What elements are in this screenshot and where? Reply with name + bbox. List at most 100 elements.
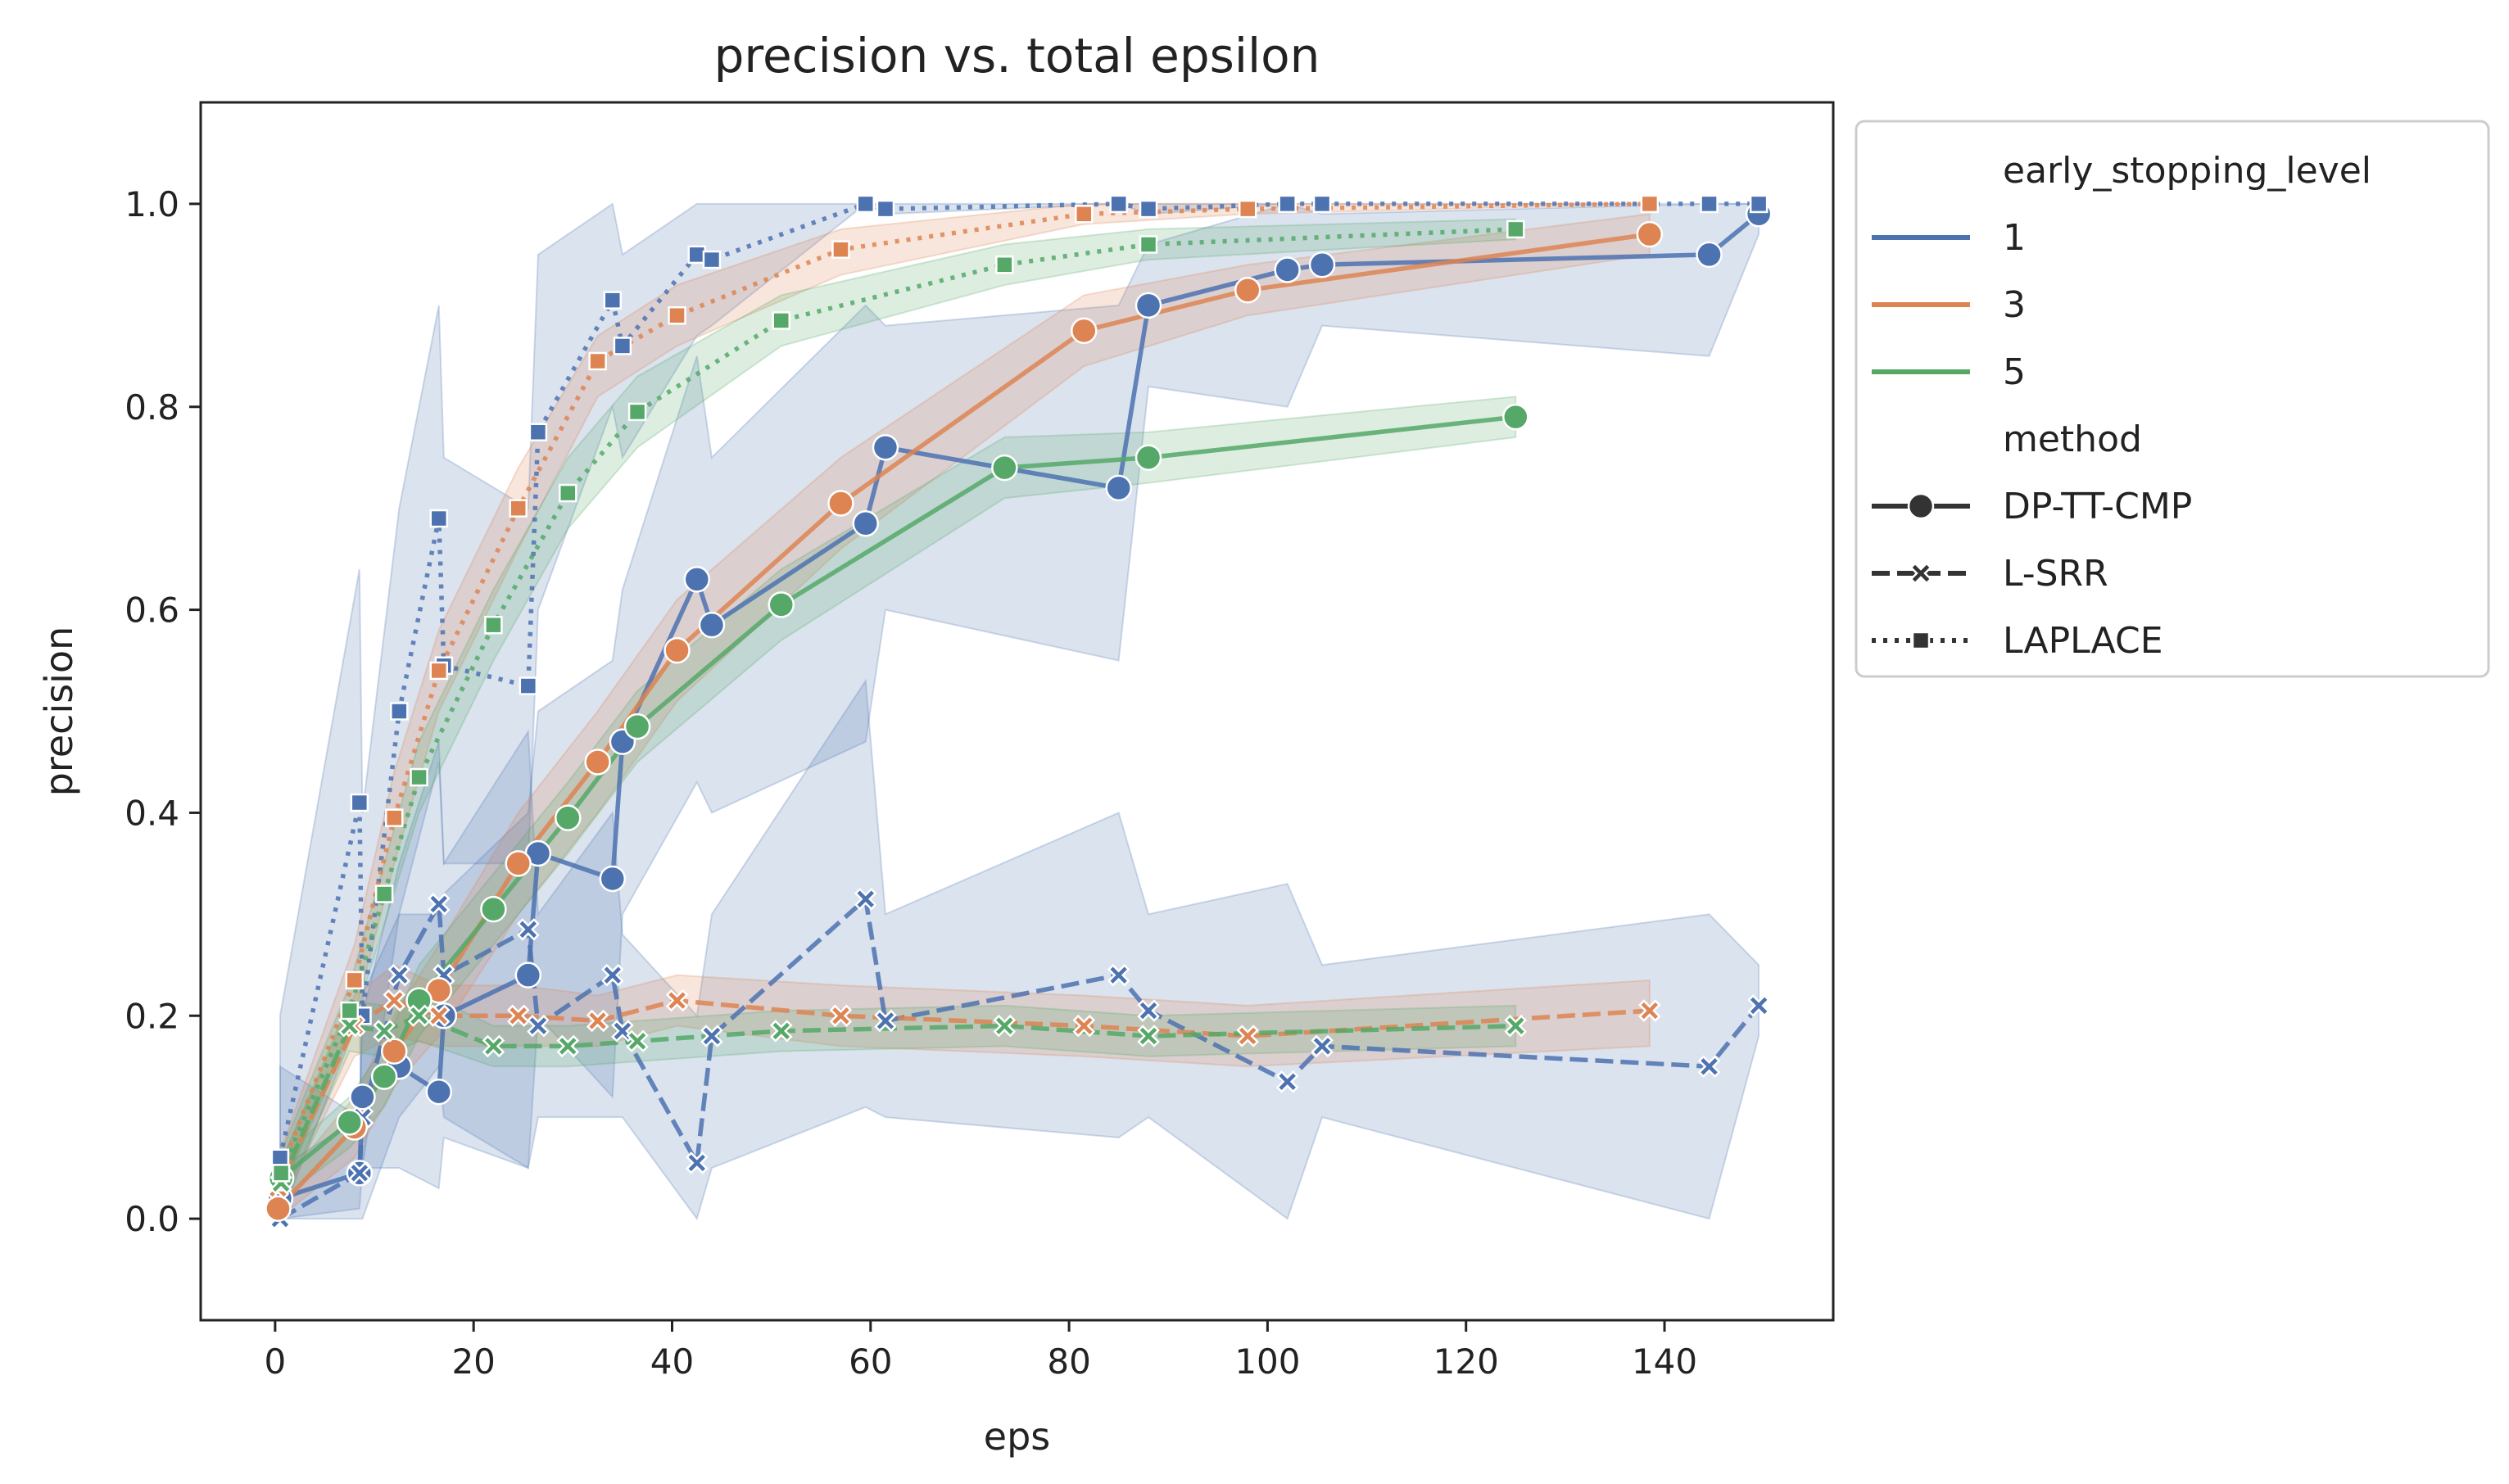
x-tick-label: 100	[1234, 1341, 1300, 1382]
series-laplace-level-3-band	[277, 202, 1650, 1199]
marker-x	[1909, 562, 1932, 585]
marker-x	[1137, 1025, 1160, 1047]
marker-circle	[599, 865, 627, 893]
x-tick-label: 40	[650, 1341, 694, 1382]
marker-x	[1072, 1014, 1096, 1038]
marker-square	[702, 250, 722, 269]
y-tick-label: 1.0	[125, 184, 179, 224]
marker-square	[603, 291, 623, 310]
marker-circle	[683, 566, 711, 593]
marker-circle	[514, 961, 542, 989]
marker-circle	[349, 1084, 376, 1111]
legend-hue-title: early_stopping_level	[2003, 150, 2371, 192]
marker-circle	[265, 1195, 292, 1222]
marker-square	[429, 661, 449, 681]
marker-x	[1236, 1025, 1259, 1047]
marker-circle	[663, 636, 691, 664]
plot-frame	[199, 101, 1835, 1322]
marker-circle	[1105, 474, 1132, 502]
series-l-srr-level-1-line	[279, 896, 1761, 1221]
marker-x	[482, 1034, 505, 1058]
marker-x	[527, 1014, 550, 1038]
marker-x	[626, 1029, 649, 1052]
marker-x	[1504, 1014, 1528, 1038]
marker-x	[854, 887, 877, 911]
marker-square	[1749, 194, 1769, 214]
marker-x	[383, 989, 406, 1012]
marker-square	[385, 808, 404, 827]
marker-x	[506, 1004, 530, 1028]
marker-square	[1911, 631, 1931, 650]
marker-circle	[425, 1078, 453, 1106]
marker-circle	[698, 611, 726, 639]
x-axis-label: eps	[984, 1414, 1050, 1459]
marker-square	[1640, 194, 1660, 214]
marker-square	[410, 767, 428, 787]
marker-square	[856, 194, 875, 214]
marker-circle	[1907, 492, 1935, 520]
marker-x	[1107, 963, 1130, 987]
marker-square	[559, 483, 577, 503]
marker-circle	[584, 749, 611, 776]
marker-square	[772, 311, 791, 330]
marker-square	[340, 1001, 359, 1020]
legend-label: LAPLACE	[2003, 620, 2163, 662]
marker-circle	[1071, 317, 1098, 345]
marker-square	[588, 351, 607, 371]
marker-square	[1278, 194, 1297, 214]
marker-circle	[768, 591, 795, 618]
x-tick-label: 120	[1433, 1341, 1499, 1382]
legend-label: 1	[2003, 217, 2026, 259]
x-tick-label: 0	[264, 1341, 286, 1382]
marker-square	[831, 240, 850, 259]
marker-circle	[381, 1038, 408, 1065]
series-laplace-level-1-band	[279, 202, 1759, 1219]
marker-circle	[505, 850, 532, 877]
series-laplace-level-3-line	[275, 201, 1650, 1179]
marker-x	[686, 1151, 709, 1174]
y-axis-label: precision	[37, 627, 81, 797]
marker-x	[700, 1025, 723, 1047]
legend: early_stopping_level 1 3 5 method DP-TT-CMP L-…	[1855, 120, 2490, 678]
marker-square	[1109, 194, 1128, 214]
marker-circle	[623, 713, 651, 740]
marker-x	[874, 1009, 897, 1033]
legend-label: L-SRR	[2003, 553, 2108, 595]
marker-x	[387, 963, 411, 987]
legend-label: DP-TT-CMP	[2003, 486, 2192, 527]
marker-x	[348, 1161, 371, 1185]
marker-x	[556, 1034, 580, 1058]
marker-x	[1697, 1055, 1721, 1078]
marker-x	[337, 1014, 361, 1038]
series-dp-tt-cmp-level-1-band	[279, 202, 1760, 1220]
marker-square	[1700, 194, 1719, 214]
marker-circle	[480, 895, 507, 923]
marker-x	[428, 893, 451, 916]
marker-circle	[1134, 444, 1162, 471]
marker-circle	[370, 1063, 398, 1090]
marker-square	[627, 402, 647, 422]
marker-square	[1312, 194, 1332, 214]
marker-circle	[336, 1109, 363, 1136]
x-tick-label: 20	[451, 1341, 495, 1382]
marker-square	[270, 1148, 290, 1167]
legend-label: 3	[2003, 284, 2026, 326]
series-laplace-level-5-line	[279, 227, 1516, 1174]
marker-circle	[1636, 220, 1664, 248]
legend-style-title: method	[2003, 419, 2142, 460]
marker-square	[1238, 199, 1257, 219]
marker-square	[613, 337, 632, 355]
y-tick-label: 0.4	[125, 793, 179, 833]
marker-x	[1311, 1034, 1334, 1058]
series-markers	[265, 194, 1773, 1230]
y-tick-label: 0.6	[125, 590, 179, 631]
marker-x	[1747, 994, 1770, 1017]
marker-circle	[1234, 276, 1261, 304]
marker-square	[995, 256, 1014, 274]
marker-square	[374, 885, 394, 903]
marker-circle	[555, 804, 582, 831]
marker-x	[993, 1014, 1017, 1038]
marker-x	[665, 989, 689, 1012]
marker-square	[484, 615, 503, 635]
